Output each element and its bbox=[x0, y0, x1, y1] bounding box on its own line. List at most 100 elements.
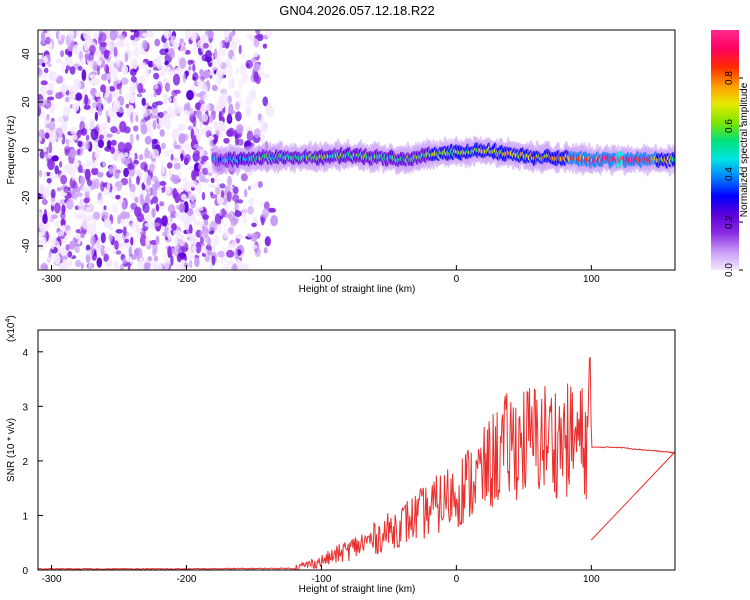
y-multiplier-prefix: (x10 bbox=[6, 322, 17, 342]
noise-blob bbox=[216, 197, 224, 205]
noise-blob bbox=[69, 66, 76, 75]
noise-blob bbox=[190, 128, 195, 141]
noise-blob bbox=[40, 31, 46, 43]
noise-blob bbox=[85, 134, 90, 141]
noise-blob bbox=[244, 105, 252, 117]
noise-blob bbox=[262, 43, 268, 49]
noise-blob bbox=[80, 58, 84, 66]
x-tick-label: -300 bbox=[41, 574, 61, 585]
noise-blob bbox=[144, 147, 149, 159]
x-tick-label: 0 bbox=[454, 574, 460, 585]
noise-blob bbox=[130, 81, 134, 93]
noise-blob bbox=[116, 60, 121, 68]
noise-blob bbox=[61, 224, 66, 233]
noise-blob bbox=[193, 144, 200, 149]
noise-blob bbox=[151, 196, 159, 204]
noise-blob bbox=[192, 76, 196, 81]
noise-blob bbox=[105, 85, 111, 97]
noise-blob bbox=[38, 67, 43, 77]
noise-blob bbox=[224, 185, 231, 193]
noise-blob bbox=[178, 133, 186, 144]
noise-blob bbox=[251, 222, 257, 227]
noise-blob bbox=[60, 174, 68, 185]
noise-blob bbox=[211, 60, 217, 68]
noise-blob bbox=[87, 227, 93, 235]
noise-blob bbox=[195, 241, 202, 254]
noise-blob bbox=[42, 187, 50, 198]
noise-blob bbox=[97, 139, 104, 149]
noise-blob bbox=[166, 82, 171, 91]
noise-blob bbox=[131, 254, 137, 260]
noise-blob bbox=[140, 161, 148, 171]
y-tick-label: 1 bbox=[22, 511, 28, 522]
y-tick-label: -40 bbox=[21, 238, 32, 253]
noise-blob bbox=[175, 210, 181, 219]
colorbar-tick-label: 0.0 bbox=[724, 263, 735, 277]
noise-blob bbox=[106, 191, 113, 196]
noise-blob bbox=[210, 194, 218, 199]
noise-blob bbox=[43, 171, 47, 179]
noise-blob bbox=[39, 150, 45, 159]
noise-blob bbox=[44, 160, 48, 170]
noise-blob bbox=[163, 113, 171, 121]
noise-blob bbox=[108, 166, 113, 175]
x-tick-label: 0 bbox=[454, 274, 460, 285]
noise-blob bbox=[232, 30, 236, 36]
noise-blob bbox=[200, 33, 209, 43]
noise-blob bbox=[136, 231, 141, 239]
noise-blob bbox=[189, 235, 198, 245]
noise-blob bbox=[112, 100, 121, 113]
noise-blob bbox=[196, 182, 202, 194]
noise-blob bbox=[206, 104, 211, 112]
noise-blob bbox=[41, 199, 48, 205]
noise-blob bbox=[250, 244, 258, 249]
noise-blob bbox=[129, 191, 136, 199]
noise-blob bbox=[183, 181, 191, 192]
noise-blob bbox=[80, 217, 89, 229]
noise-blob bbox=[153, 255, 159, 262]
noise-blob bbox=[122, 257, 127, 265]
noise-blob bbox=[60, 87, 68, 93]
noise-blob bbox=[88, 118, 95, 130]
noise-blob bbox=[195, 93, 203, 98]
noise-blob bbox=[100, 195, 104, 208]
noise-blob bbox=[192, 116, 197, 128]
noise-blob bbox=[40, 84, 47, 96]
noise-blob bbox=[226, 129, 234, 137]
noise-blob bbox=[188, 65, 192, 71]
noise-blob bbox=[72, 236, 76, 248]
noise-blob bbox=[202, 42, 209, 49]
noise-blob bbox=[55, 92, 63, 100]
noise-blob bbox=[151, 138, 158, 144]
noise-blob bbox=[154, 84, 159, 90]
noise-blob bbox=[88, 204, 94, 213]
noise-blob bbox=[207, 183, 213, 188]
noise-blob bbox=[144, 171, 148, 179]
noise-blob bbox=[169, 69, 176, 76]
noise-blob bbox=[154, 38, 161, 47]
noise-blob bbox=[90, 235, 96, 246]
noise-blob bbox=[179, 57, 187, 69]
noise-blob bbox=[57, 231, 65, 237]
noise-blob bbox=[123, 152, 129, 158]
noise-blob bbox=[84, 94, 89, 106]
noise-blob bbox=[47, 82, 55, 91]
noise-blob bbox=[178, 235, 186, 247]
noise-blob bbox=[121, 64, 129, 75]
noise-blob bbox=[50, 239, 55, 250]
noise-blob bbox=[159, 181, 167, 186]
noise-blob bbox=[103, 205, 107, 210]
noise-blob bbox=[63, 186, 69, 193]
noise-blob bbox=[116, 83, 122, 90]
noise-blob bbox=[219, 69, 227, 76]
x-tick-label: 100 bbox=[583, 274, 600, 285]
noise-blob bbox=[188, 224, 193, 235]
noise-blob bbox=[64, 96, 70, 103]
x-tick-label: -200 bbox=[176, 274, 196, 285]
noise-blob bbox=[108, 226, 113, 231]
noise-blob bbox=[151, 183, 160, 189]
noise-blob bbox=[227, 244, 236, 249]
noise-blob bbox=[262, 96, 269, 107]
noise-blob bbox=[198, 74, 207, 80]
